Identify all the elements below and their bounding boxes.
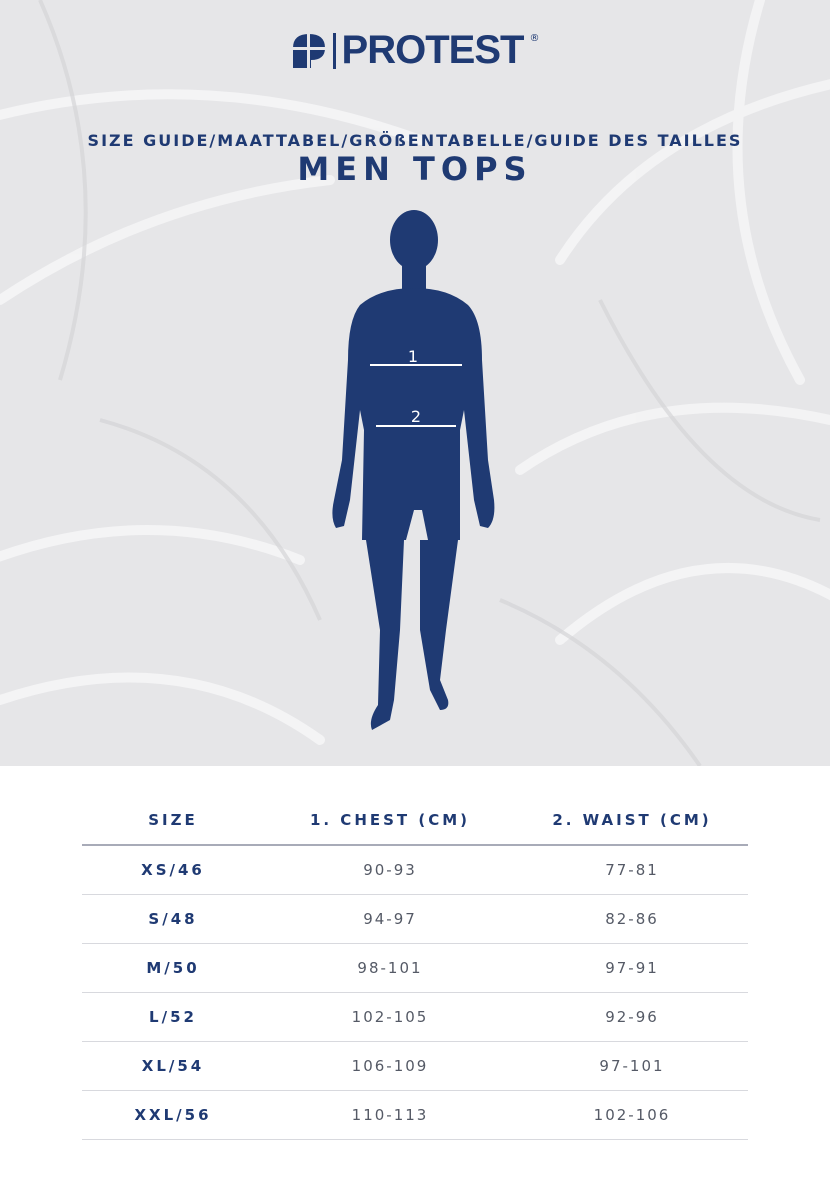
protest-logo: PROTEST ® — [0, 28, 830, 73]
waist-cell: 82-86 — [516, 894, 748, 944]
table-row: M/50 98-101 97-91 — [82, 943, 748, 993]
table-row: XL/54 106-109 97-101 — [82, 1041, 748, 1091]
header-size: SIZE — [82, 796, 264, 846]
size-cell: M/50 — [82, 943, 264, 993]
table-row: XS/46 90-93 77-81 — [82, 845, 748, 895]
size-cell: XS/46 — [82, 845, 264, 895]
waist-cell: 77-81 — [516, 845, 748, 895]
table-row: XXL/56 110-113 102-106 — [82, 1090, 748, 1140]
chest-marker: 1 — [408, 347, 418, 366]
size-cell: XL/54 — [82, 1041, 264, 1091]
waist-marker: 2 — [411, 407, 421, 426]
page-title: MEN TOPS — [297, 150, 533, 188]
hero-background: PROTEST ® SIZE GUIDE/MAATTABEL/GRÖßENTAB… — [0, 0, 830, 766]
page-subtitle: SIZE GUIDE/MAATTABEL/GRÖßENTABELLE/GUIDE… — [87, 131, 743, 150]
chest-cell: 98-101 — [264, 943, 516, 993]
size-cell: S/48 — [82, 894, 264, 944]
chest-cell: 110-113 — [264, 1090, 516, 1140]
table-row: L/52 102-105 92-96 — [82, 992, 748, 1042]
chest-cell: 102-105 — [264, 992, 516, 1042]
table-row: S/48 94-97 82-86 — [82, 894, 748, 944]
waist-cell: 102-106 — [516, 1090, 748, 1140]
header-chest: 1. CHEST (CM) — [264, 796, 516, 846]
waist-cell: 97-91 — [516, 943, 748, 993]
chest-cell: 90-93 — [264, 845, 516, 895]
size-cell: L/52 — [82, 992, 264, 1042]
registered-mark: ® — [529, 33, 540, 44]
logo-divider — [332, 32, 336, 69]
waist-cell: 97-101 — [516, 1041, 748, 1091]
chest-cell: 94-97 — [264, 894, 516, 944]
waist-cell: 92-96 — [516, 992, 748, 1042]
table-header-row: SIZE 1. CHEST (CM) 2. WAIST (CM) — [82, 796, 748, 846]
header-waist: 2. WAIST (CM) — [516, 796, 748, 846]
size-table: SIZE 1. CHEST (CM) 2. WAIST (CM) XS/46 90… — [82, 796, 748, 1140]
protest-logo-icon — [292, 33, 325, 68]
chest-cell: 106-109 — [264, 1041, 516, 1091]
size-cell: XXL/56 — [82, 1090, 264, 1140]
brand-name: PROTEST — [341, 28, 525, 72]
palm-leaves-background — [0, 0, 830, 766]
body-silhouette: 1 2 — [332, 210, 495, 730]
